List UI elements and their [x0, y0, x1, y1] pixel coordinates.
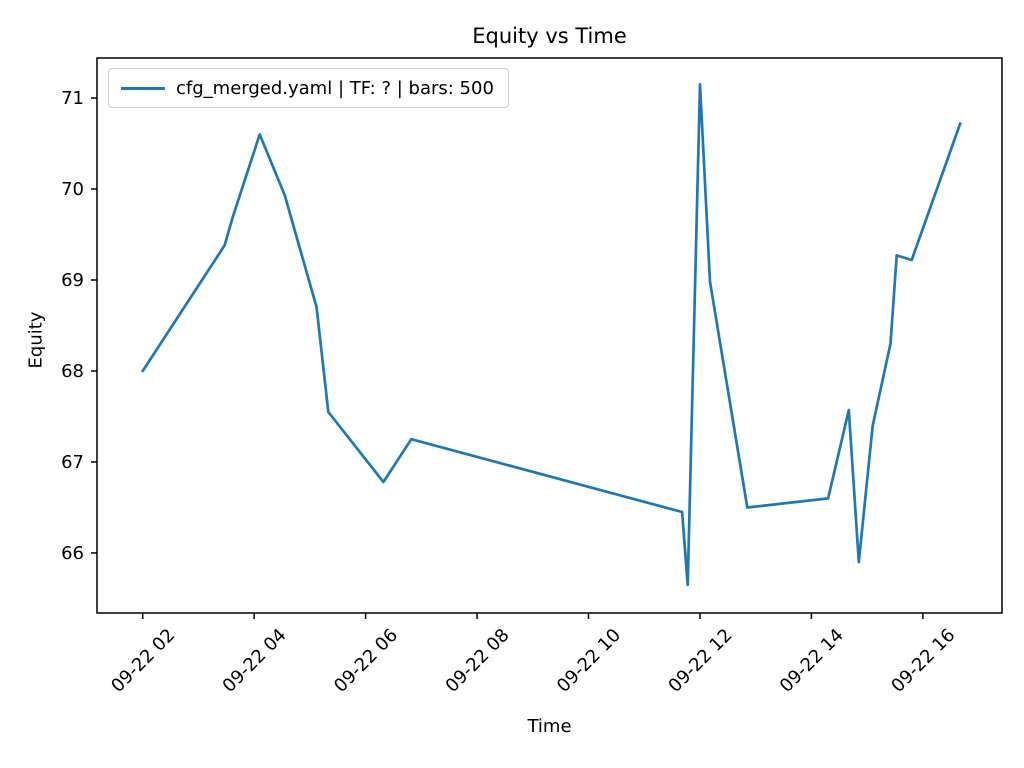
y-axis-label: Equity: [25, 311, 47, 369]
x-tick-label: 09-22 04: [219, 625, 291, 697]
x-tick-label: 09-22 14: [776, 625, 848, 697]
x-tick-label: 09-22 16: [887, 625, 959, 697]
y-tick-label: 68: [61, 361, 84, 382]
legend-line-sample-icon: [121, 86, 165, 90]
y-tick-label: 67: [61, 452, 84, 473]
y-tick-label: 69: [61, 270, 84, 291]
legend: cfg_merged.yaml | TF: ? | bars: 500: [108, 68, 509, 108]
x-tick-label: 09-22 08: [442, 625, 514, 697]
x-tick-label: 09-22 10: [553, 625, 625, 697]
legend-label: cfg_merged.yaml | TF: ? | bars: 500: [176, 77, 494, 99]
series-line: [141, 83, 962, 587]
x-tick-label: 09-22 12: [664, 625, 736, 697]
y-tick-label: 66: [61, 543, 84, 564]
y-tick-label: 70: [61, 179, 84, 200]
chart-title: Equity vs Time: [472, 24, 627, 48]
y-tick-label: 71: [61, 88, 84, 109]
plot-border: [96, 57, 1003, 614]
x-tick-label: 09-22 02: [107, 625, 179, 697]
x-axis-label: Time: [527, 716, 572, 737]
x-tick-label: 09-22 06: [330, 625, 402, 697]
